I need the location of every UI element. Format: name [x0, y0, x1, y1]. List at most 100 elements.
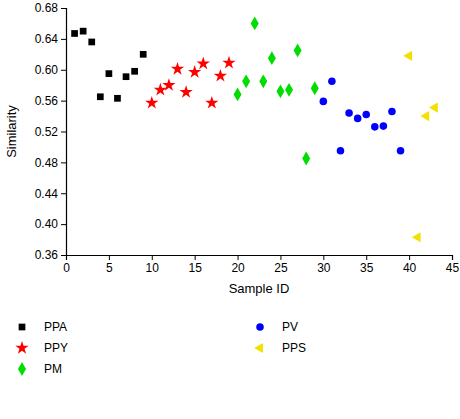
y-tick: 0.52 — [35, 125, 66, 139]
y-axis-title: Similarity — [4, 105, 19, 158]
point — [80, 28, 87, 35]
y-tick-label: 0.44 — [35, 187, 59, 201]
y-tick: 0.36 — [35, 248, 66, 262]
x-tick-label: 40 — [403, 261, 417, 275]
point — [179, 85, 192, 98]
point — [188, 65, 201, 78]
point — [131, 68, 138, 75]
point — [345, 109, 353, 117]
point — [234, 88, 242, 102]
y-tick-label: 0.36 — [35, 248, 59, 262]
x-tick-mark — [195, 255, 196, 260]
y-tick-mark — [61, 101, 66, 102]
legend-label: PM — [44, 362, 62, 376]
point — [242, 74, 250, 88]
y-tick: 0.56 — [35, 94, 66, 108]
legend-item: PV — [256, 320, 298, 334]
y-tick: 0.68 — [35, 1, 66, 15]
legend-item: PPY — [15, 341, 68, 355]
y-tick-label: 0.52 — [35, 125, 59, 139]
x-tick-mark — [152, 255, 153, 260]
y-tick-mark — [61, 132, 66, 133]
x-tick-label: 30 — [317, 261, 331, 275]
x-tick-mark — [238, 255, 239, 260]
point — [106, 70, 113, 77]
x-tick: 0 — [63, 255, 70, 275]
point — [114, 95, 121, 102]
y-tick-label: 0.40 — [35, 217, 59, 231]
point — [429, 102, 438, 112]
point — [320, 98, 328, 106]
x-tick-label: 15 — [188, 261, 202, 275]
point — [285, 83, 293, 97]
legend-label: PPS — [282, 341, 306, 355]
y-tick-label: 0.64 — [35, 32, 59, 46]
legend-item: PPS — [254, 341, 306, 355]
point — [140, 51, 147, 58]
x-tick: 15 — [188, 255, 202, 275]
legend-marker — [254, 343, 263, 353]
x-tick-mark — [366, 255, 367, 260]
x-tick: 30 — [317, 255, 331, 275]
point — [302, 152, 310, 166]
point — [145, 96, 158, 109]
point — [205, 96, 218, 109]
point — [123, 73, 130, 80]
legend-label: PPA — [44, 320, 67, 334]
point — [403, 51, 412, 61]
y-tick-mark — [61, 224, 66, 225]
point — [380, 122, 388, 130]
x-tick-label: 10 — [146, 261, 160, 275]
y-tick: 0.64 — [35, 32, 66, 46]
y-tick-mark — [61, 162, 66, 163]
point — [276, 84, 284, 98]
point — [171, 62, 184, 75]
x-tick: 20 — [231, 255, 245, 275]
x-tick-label: 35 — [360, 261, 374, 275]
y-tick-mark — [61, 8, 66, 9]
point — [388, 108, 396, 116]
chart: 0510152025303540450.360.400.440.480.520.… — [0, 0, 460, 419]
y-tick: 0.60 — [35, 63, 66, 77]
y-tick: 0.44 — [35, 187, 66, 201]
legend-label: PV — [282, 320, 298, 334]
x-tick-label: 20 — [231, 261, 245, 275]
point — [294, 44, 302, 58]
y-axis-line — [61, 9, 67, 256]
point — [397, 147, 405, 155]
x-tick-label: 45 — [446, 261, 460, 275]
point — [268, 51, 276, 65]
point — [71, 30, 78, 37]
point — [371, 123, 379, 131]
x-tick-mark — [109, 255, 110, 260]
legend-marker — [15, 341, 28, 354]
points — [71, 17, 438, 243]
legend-item: PPA — [19, 320, 67, 334]
x-tick: 35 — [360, 255, 374, 275]
point — [88, 39, 95, 46]
legend: PPA PPY PM PV PPS — [15, 320, 306, 376]
plot: 0510152025303540450.360.400.440.480.520.… — [35, 1, 460, 296]
point — [412, 232, 421, 242]
x-tick: 40 — [403, 255, 417, 275]
x-tick-mark — [323, 255, 324, 260]
legend-marker — [18, 362, 26, 376]
legend-item: PM — [18, 362, 62, 376]
point — [328, 78, 336, 86]
y-tick-label: 0.60 — [35, 63, 59, 77]
x-tick-mark — [452, 255, 453, 260]
y-tick-mark — [61, 255, 66, 256]
point — [162, 78, 175, 91]
x-tick-label: 0 — [63, 261, 70, 275]
point — [251, 17, 259, 31]
point — [362, 111, 370, 119]
y-tick-mark — [61, 193, 66, 194]
y-tick-mark — [61, 39, 66, 40]
y-tick-mark — [61, 70, 66, 71]
point — [354, 115, 362, 123]
legend-marker — [256, 323, 264, 331]
y-tick: 0.48 — [35, 156, 66, 170]
x-axis-title: Sample ID — [229, 281, 290, 296]
y-tick: 0.40 — [35, 217, 66, 231]
x-tick-mark — [409, 255, 410, 260]
